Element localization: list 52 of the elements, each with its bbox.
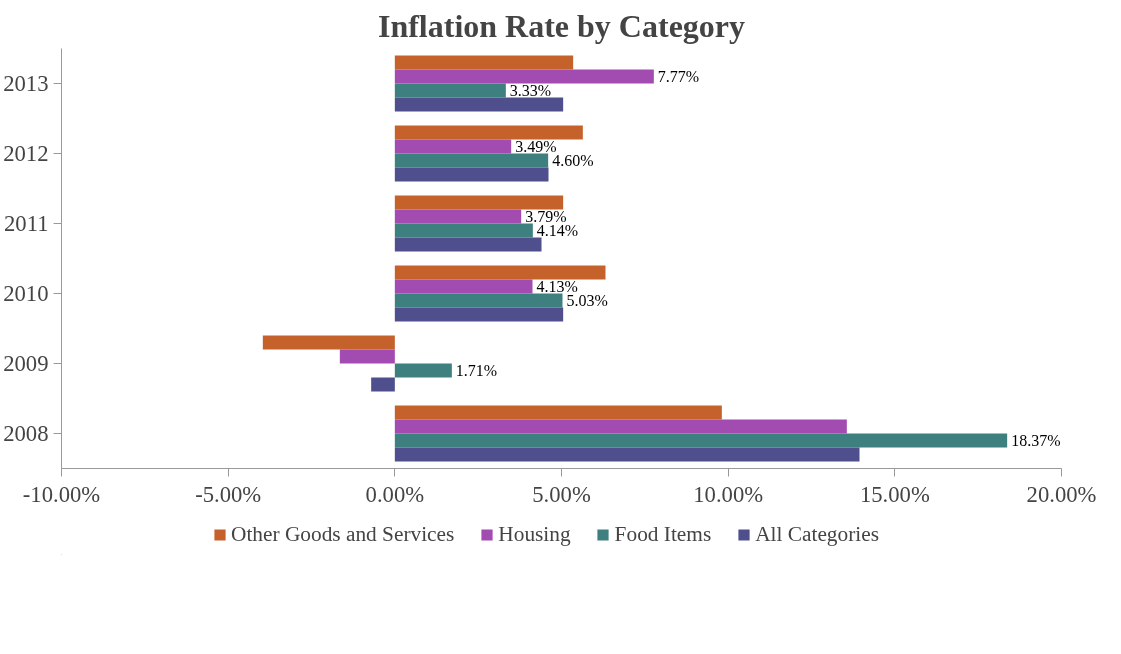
- bar: [394, 167, 549, 182]
- data-label: 4.13%: [536, 278, 578, 295]
- bar: [371, 377, 395, 392]
- bar: [262, 335, 395, 350]
- data-label: 3.33%: [509, 82, 552, 99]
- data-label: 4.60%: [552, 152, 594, 169]
- x-tick-label: -10.00%: [22, 481, 101, 507]
- bar: [394, 139, 512, 154]
- legend-label: Housing: [498, 521, 571, 547]
- bar: [394, 153, 549, 168]
- y-tick-label: 2009: [3, 351, 49, 376]
- bar: [394, 405, 722, 420]
- x-tick-label: 5.00%: [532, 481, 591, 507]
- legend-label: Other Goods and Services: [231, 521, 455, 547]
- y-tick-label: 2010: [3, 281, 49, 306]
- x-tick-label: -5.00%: [195, 481, 262, 507]
- bar: [394, 195, 564, 210]
- x-tick-label: 15.00%: [859, 481, 930, 507]
- data-label: 3.79%: [525, 208, 567, 225]
- data-label: 4.14%: [536, 222, 579, 239]
- y-tick-label: 2012: [3, 141, 49, 166]
- data-label: 18.37%: [1011, 432, 1061, 449]
- bar: [394, 293, 563, 308]
- bar: [394, 265, 606, 280]
- data-label: 1.71%: [455, 362, 498, 379]
- x-tick-label: 10.00%: [693, 481, 764, 507]
- bar: [394, 55, 574, 70]
- bar: [394, 447, 860, 462]
- chart-title: Inflation Rate by Category: [377, 7, 746, 44]
- bar: [394, 97, 564, 112]
- bar: [394, 419, 847, 434]
- bar: [394, 307, 564, 322]
- bar: [394, 433, 1008, 448]
- x-tick-label: 20.00%: [1026, 481, 1097, 507]
- bar: [394, 209, 522, 224]
- bar: [394, 223, 533, 238]
- bar: [394, 237, 542, 252]
- data-label: 7.77%: [657, 68, 700, 85]
- x-tick-label: 0.00%: [365, 481, 425, 507]
- bar: [394, 83, 506, 98]
- y-tick-label: 2008: [3, 421, 49, 446]
- bar: [394, 363, 452, 378]
- y-tick-label: 2011: [4, 211, 49, 236]
- bar: [394, 69, 654, 84]
- bar: [394, 125, 583, 140]
- bar: [339, 349, 395, 364]
- y-tick-label: 2013: [3, 71, 49, 96]
- data-label: 5.03%: [566, 292, 608, 309]
- legend-label: Food Items: [614, 521, 712, 547]
- bar: [394, 279, 533, 294]
- legend-label: All Categories: [755, 521, 879, 547]
- data-label: 3.49%: [515, 138, 557, 155]
